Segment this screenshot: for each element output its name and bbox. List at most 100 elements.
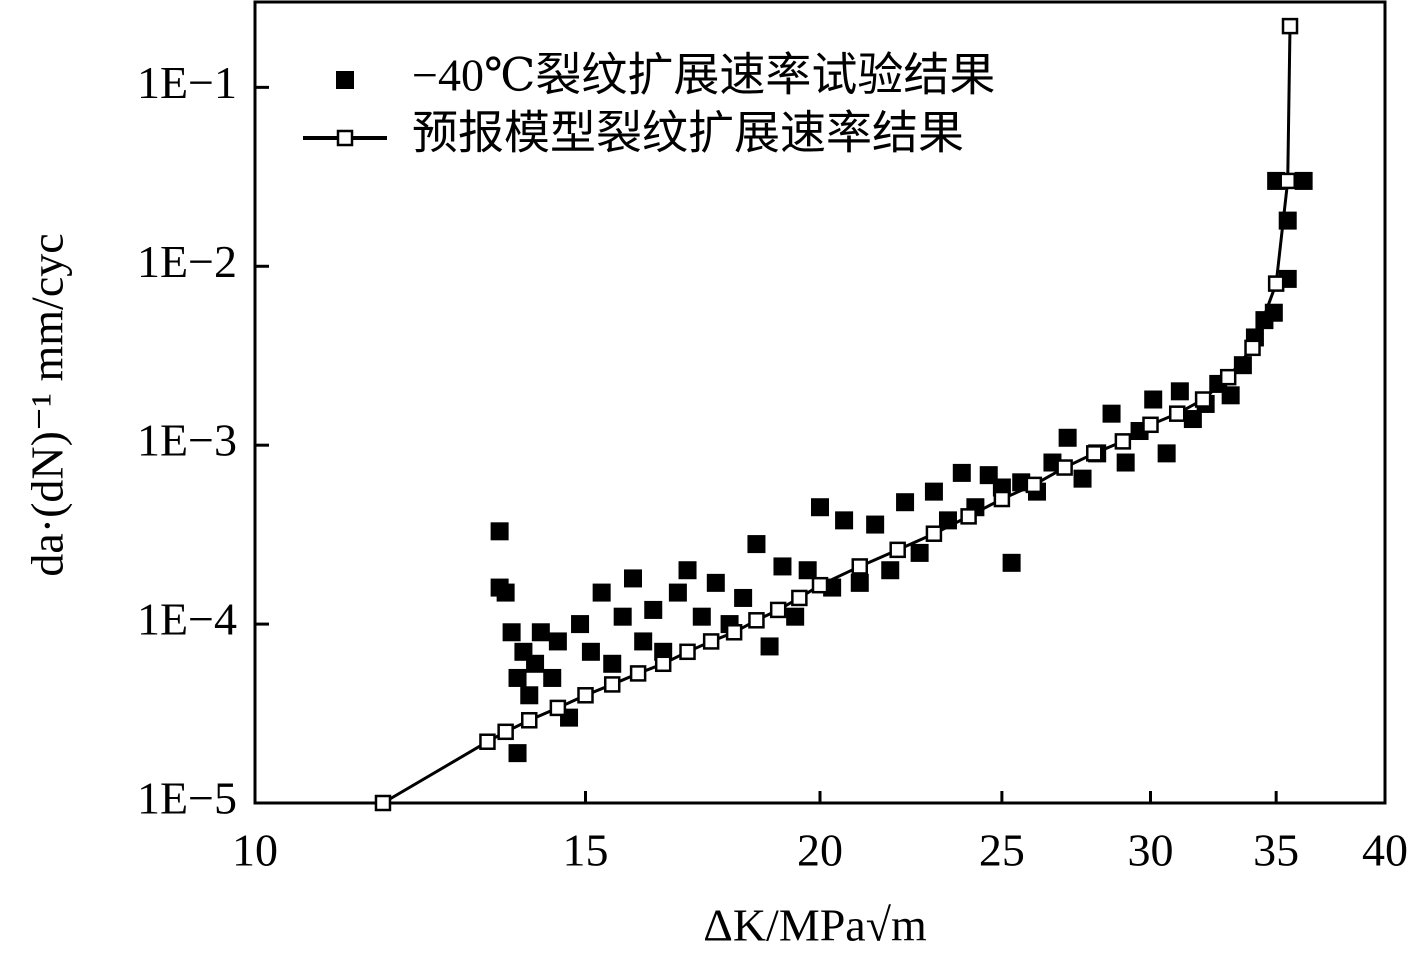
legend-label: 预报模型裂纹扩展速率结果 xyxy=(412,108,964,159)
data-point xyxy=(811,576,829,594)
data-point xyxy=(654,655,672,673)
data-point xyxy=(1157,444,1176,463)
y-tick-label: 1E−1 xyxy=(137,57,237,108)
data-point xyxy=(603,654,622,673)
legend-marker xyxy=(336,129,354,147)
data-point xyxy=(1114,433,1132,450)
y-tick-label: 1E−5 xyxy=(137,773,237,824)
x-tick-label: 25 xyxy=(979,825,1025,876)
data-point xyxy=(811,498,829,517)
data-point xyxy=(734,588,753,607)
data-point xyxy=(1281,17,1299,35)
data-point xyxy=(490,522,509,541)
data-point xyxy=(679,643,696,661)
data-point xyxy=(629,665,647,682)
data-point xyxy=(549,699,567,717)
data-point xyxy=(747,535,766,554)
data-point xyxy=(1025,476,1043,494)
data-point xyxy=(924,482,943,501)
data-point xyxy=(543,668,562,687)
data-point xyxy=(668,583,687,602)
legend-label: −40℃裂纹扩展速率试验结果 xyxy=(412,50,995,101)
y-axis-label: da·(dN)⁻¹ mm/cyc xyxy=(22,233,73,576)
data-point xyxy=(725,624,743,641)
data-point xyxy=(644,600,663,619)
data-point xyxy=(1058,428,1077,447)
x-tick-label: 15 xyxy=(563,825,609,876)
y-tick-label: 1E−4 xyxy=(137,594,237,645)
data-point xyxy=(1142,416,1159,434)
data-point xyxy=(508,744,527,763)
data-point xyxy=(1267,275,1285,292)
data-point xyxy=(1279,172,1296,190)
data-point xyxy=(702,633,720,650)
data-point xyxy=(1056,459,1073,476)
data-point xyxy=(706,573,725,592)
data-point xyxy=(692,607,711,626)
data-point xyxy=(613,607,632,626)
x-tick-label: 35 xyxy=(1253,825,1299,876)
data-point xyxy=(1233,356,1252,375)
data-point xyxy=(1294,171,1313,190)
data-point xyxy=(496,583,515,602)
data-point xyxy=(910,543,929,562)
data-point xyxy=(896,493,915,512)
data-point xyxy=(502,623,521,642)
data-point xyxy=(1168,405,1186,422)
data-point xyxy=(526,654,545,673)
data-point xyxy=(531,623,550,642)
data-point xyxy=(850,573,869,592)
y-tick-label: 1E−2 xyxy=(137,236,237,287)
data-point xyxy=(1144,390,1163,409)
data-point xyxy=(748,612,765,629)
data-point xyxy=(1244,339,1261,357)
x-tick-label: 40 xyxy=(1362,825,1408,876)
data-point xyxy=(889,541,906,559)
data-point xyxy=(881,561,900,580)
data-point xyxy=(993,490,1011,508)
data-point xyxy=(798,561,817,580)
data-point xyxy=(1086,445,1103,462)
x-tick-label: 30 xyxy=(1128,825,1174,876)
data-point xyxy=(1221,386,1240,405)
legend-marker xyxy=(336,71,354,89)
x-tick-label: 10 xyxy=(232,825,278,876)
data-point xyxy=(603,676,621,693)
data-point xyxy=(548,632,567,651)
data-point xyxy=(521,712,538,729)
data-point xyxy=(835,511,854,530)
data-point xyxy=(851,558,869,575)
data-point xyxy=(624,569,643,588)
x-tick-label: 20 xyxy=(797,825,843,876)
data-point xyxy=(1183,410,1202,429)
y-tick-label: 1E−3 xyxy=(137,415,237,466)
data-point xyxy=(925,525,943,542)
data-point xyxy=(571,615,590,634)
data-point xyxy=(1219,368,1237,386)
data-point xyxy=(960,508,977,525)
data-point xyxy=(760,637,779,656)
data-point xyxy=(577,687,594,704)
data-point xyxy=(374,794,392,812)
data-point xyxy=(786,607,805,626)
x-axis-label: ΔK/MPa√m xyxy=(703,900,927,951)
data-point xyxy=(497,723,514,741)
data-point xyxy=(508,668,527,687)
data-point xyxy=(479,733,496,750)
data-point xyxy=(520,686,539,705)
data-point xyxy=(634,632,653,651)
data-point xyxy=(1116,453,1135,472)
data-point xyxy=(1170,382,1189,401)
data-point xyxy=(773,557,792,576)
data-point xyxy=(1073,469,1092,488)
data-point xyxy=(592,583,611,602)
data-point xyxy=(581,642,600,661)
data-point xyxy=(678,561,697,580)
data-point xyxy=(1194,391,1212,408)
data-point xyxy=(952,463,971,482)
data-point xyxy=(1002,553,1021,572)
data-point xyxy=(1102,404,1121,423)
data-point xyxy=(866,515,885,534)
